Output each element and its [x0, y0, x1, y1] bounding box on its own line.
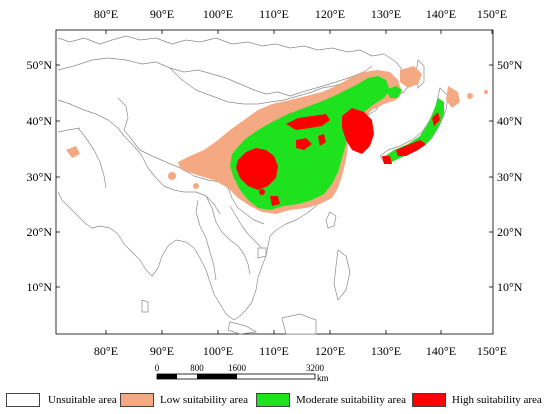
scale-label: 1600 [228, 363, 247, 373]
scale-unit: km [317, 373, 329, 383]
lon-labels-bottom: 80°E 90°E 100°E 110°E 120°E 130°E 140°E … [94, 344, 507, 358]
scale-label: 0 [155, 363, 160, 373]
lon-label: 140°E [426, 7, 456, 21]
legend-label: Low suitability area [160, 394, 248, 406]
lon-label: 90°E [150, 7, 174, 21]
lon-label: 100°E [203, 7, 233, 21]
sumatra-island [227, 321, 258, 335]
suitability-map: 80°E 90°E 100°E 110°E 120°E 130°E 140°E … [27, 7, 523, 383]
hainan-island [257, 247, 267, 259]
lat-label: 50°N [497, 58, 523, 72]
lat-labels-left: 50°N 40°N 30°N 20°N 10°N [27, 58, 53, 294]
high-suitability-zone [236, 108, 440, 206]
taiwan-island [325, 211, 337, 229]
lon-label: 130°E [371, 344, 401, 358]
lon-label: 80°E [94, 7, 118, 21]
lat-label: 40°N [27, 114, 53, 128]
border-laos-vietnam [229, 205, 265, 255]
border-afghanistan [57, 127, 81, 133]
lon-label: 150°E [477, 7, 507, 21]
legend-swatch [120, 393, 154, 407]
scale-label: 3200 [306, 363, 325, 373]
sri-lanka-island [141, 299, 149, 313]
lon-label: 140°E [426, 344, 456, 358]
lat-label: 30°N [497, 170, 523, 184]
legend: Unsuitable area Low suitability area Mod… [0, 386, 550, 414]
borneo-island [281, 313, 317, 335]
lon-labels-top: 80°E 90°E 100°E 110°E 120°E 130°E 140°E … [94, 7, 507, 21]
border-pakistan [77, 127, 107, 189]
border-russia-kazakhstan [57, 57, 373, 97]
lat-label: 10°N [27, 280, 53, 294]
lat-label: 20°N [497, 225, 523, 239]
lat-label: 50°N [27, 58, 53, 72]
lon-label: 100°E [203, 344, 233, 358]
scale-bar: 0 800 1600 3200 km [155, 363, 329, 383]
lon-label: 110°E [259, 7, 289, 21]
lat-labels-right: 50°N 40°N 30°N 20°N 10°N [497, 58, 523, 294]
border-india-nepal [123, 135, 221, 215]
scale-label: 800 [190, 363, 204, 373]
legend-swatch [256, 393, 290, 407]
lon-label: 90°E [150, 344, 174, 358]
islands [141, 59, 449, 335]
lon-label: 80°E [94, 344, 118, 358]
frame-ticks [56, 30, 493, 334]
lon-label: 130°E [371, 7, 401, 21]
scale-bar-segment [197, 374, 237, 379]
lon-label: 120°E [315, 7, 345, 21]
border-mongolia [169, 67, 347, 105]
lon-label: 120°E [315, 344, 345, 358]
lat-label: 10°N [497, 280, 523, 294]
border-myanmar [195, 199, 217, 281]
philippines-island [333, 249, 351, 301]
scale-bar-segment [157, 374, 177, 379]
lat-label: 30°N [27, 170, 53, 184]
lat-label: 20°N [27, 225, 53, 239]
legend-label: High suitability area [452, 394, 542, 406]
lon-label: 110°E [259, 344, 289, 358]
legend-label: Unsuitable area [48, 394, 117, 406]
border-central-asia [57, 99, 125, 137]
legend-swatch [412, 393, 446, 407]
border-indochina [205, 195, 251, 275]
suitability-zones [66, 66, 488, 214]
lon-label: 150°E [477, 344, 507, 358]
border-china-west [117, 97, 265, 225]
lat-label: 40°N [497, 114, 523, 128]
legend-swatch [6, 393, 40, 407]
legend-label: Moderate suitability area [296, 394, 406, 406]
